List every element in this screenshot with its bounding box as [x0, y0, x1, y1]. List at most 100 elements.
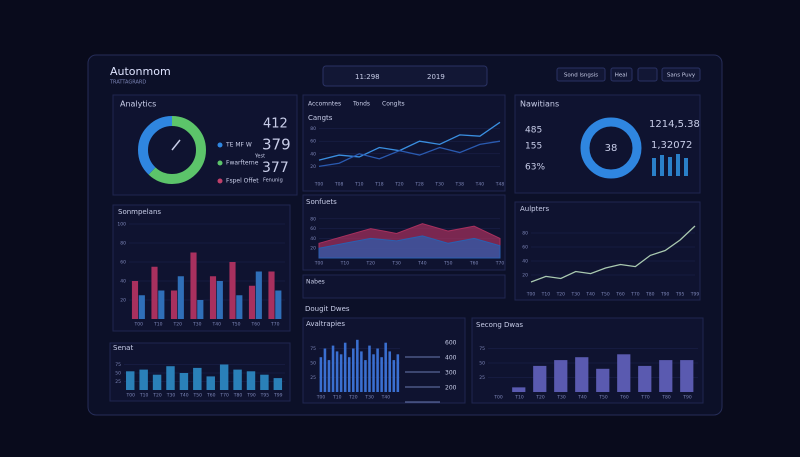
button[interactable]	[610, 67, 633, 82]
bar	[368, 345, 371, 392]
bar	[219, 364, 229, 390]
y-tick-label: 60	[310, 139, 316, 145]
line	[318, 121, 501, 161]
y-tick-label: 60	[120, 260, 126, 266]
y-tick-label: 40	[522, 259, 528, 265]
button[interactable]	[661, 67, 701, 82]
x-tick-label: T00	[493, 395, 503, 401]
x-tick-label: T60	[251, 322, 261, 328]
legend-label: TE MF W	[225, 142, 252, 149]
x-tick-label: T40	[475, 182, 485, 188]
x-tick-label: T50	[598, 395, 608, 401]
tab[interactable]: Accomntes	[308, 101, 341, 108]
section-title: Dougit Dwes	[305, 305, 350, 313]
bar	[233, 369, 242, 390]
bar	[193, 367, 202, 390]
x-tick-label: T00	[134, 322, 144, 328]
bar	[229, 262, 236, 319]
chart-title: Aulpters	[520, 205, 550, 213]
bar	[327, 360, 331, 392]
x-tick-label: T50	[443, 261, 453, 267]
bar	[364, 360, 367, 392]
y-tick-label: 25	[115, 379, 121, 385]
x-tick-label: T70	[640, 395, 650, 401]
bar	[384, 342, 387, 392]
x-tick-label: T70	[219, 393, 229, 399]
x-tick-label: T00	[314, 261, 324, 267]
x-tick-label: T10	[153, 322, 163, 328]
bar	[575, 357, 589, 392]
bar	[151, 266, 158, 319]
stat: 63%	[525, 163, 545, 173]
bar	[131, 281, 139, 319]
gauge-arc	[138, 116, 206, 184]
x-tick-label: T60	[206, 393, 216, 399]
x-tick-label: T10	[354, 182, 364, 188]
y-tick-label: 25	[310, 375, 316, 381]
x-tick-label: T28	[414, 182, 424, 188]
bar	[396, 354, 400, 392]
x-tick-label: T30	[166, 393, 176, 399]
bar	[360, 351, 363, 392]
bar	[275, 290, 282, 319]
chart-panel	[514, 201, 701, 301]
y-tick-label: 80	[522, 231, 528, 237]
search-bar[interactable]	[322, 65, 488, 87]
x-tick-label: T00	[314, 182, 324, 188]
chart-title: Cangts	[308, 114, 333, 122]
tab[interactable]: Conglts	[382, 101, 405, 108]
bar	[179, 373, 189, 390]
x-tick-label: T30	[434, 182, 444, 188]
bar	[331, 345, 335, 392]
x-tick-label: T99	[273, 393, 283, 399]
bar	[335, 351, 339, 392]
x-tick-label: T60	[615, 292, 625, 298]
y-tick-label: 20	[522, 273, 528, 279]
x-tick-label: T10	[514, 395, 524, 401]
bar	[158, 290, 165, 319]
gauge-needle	[171, 139, 181, 151]
x-tick-label: T30	[570, 292, 580, 298]
bar	[388, 351, 392, 392]
x-tick-label: T60	[619, 395, 629, 401]
x-tick-label: T00	[316, 395, 326, 401]
y-tick-label: 50	[310, 361, 316, 367]
y-tick-label: 100	[117, 222, 126, 228]
x-tick-label: T60	[469, 261, 479, 267]
bar	[177, 276, 184, 319]
y-tick-label: 50	[115, 371, 121, 377]
bar	[533, 365, 547, 392]
bar	[392, 360, 396, 392]
y-tick-label: 50	[479, 361, 485, 367]
tab[interactable]: Tonds	[352, 101, 370, 108]
bar	[152, 374, 162, 390]
button[interactable]	[556, 67, 606, 82]
x-tick-label: T80	[233, 393, 243, 399]
stat-value: 412	[263, 117, 288, 132]
bar	[680, 360, 694, 392]
bar	[554, 360, 568, 392]
x-tick-label: T20	[365, 261, 375, 267]
button-label: Sans Puvy	[667, 73, 696, 79]
app-title: Autonmom	[110, 65, 171, 78]
x-tick-label: T80	[645, 292, 655, 298]
levels: 600 400 300 200	[405, 340, 457, 403]
bar	[659, 360, 673, 392]
bar	[206, 376, 215, 390]
chart-title: Secong Dwas	[476, 321, 523, 329]
x-tick-label: T90	[682, 395, 692, 401]
level-label: 200	[445, 385, 457, 392]
bar	[617, 354, 631, 392]
stat-note: Yest	[254, 154, 265, 160]
icon-button[interactable]	[637, 67, 658, 82]
bar	[190, 252, 197, 319]
bar	[126, 371, 135, 390]
x-tick-label: T18	[374, 182, 384, 188]
y-tick-label: 40	[120, 279, 126, 285]
x-tick-label: T30	[391, 261, 401, 267]
bar	[248, 285, 256, 319]
x-tick-label: T30	[192, 322, 202, 328]
bar	[236, 295, 243, 319]
x-tick-label: T30	[556, 395, 566, 401]
search-text: 2019	[427, 73, 445, 81]
